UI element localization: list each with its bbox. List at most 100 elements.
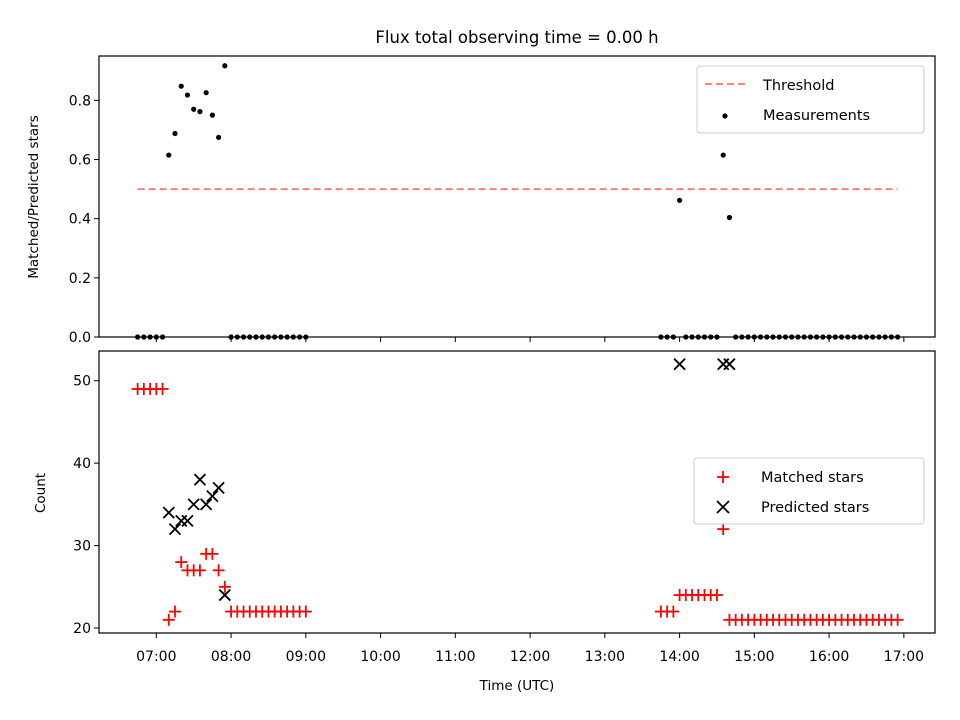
x-tick-label: 15:00: [734, 649, 774, 665]
x-tick-label: 17:00: [884, 649, 924, 665]
matched-star-point: [891, 613, 904, 626]
bottom-data-marks: [131, 358, 904, 626]
predicted-star-point: [181, 514, 194, 527]
bottom-y-ticks: 20 30 40 50: [73, 374, 99, 637]
matched-star-point: [717, 523, 730, 536]
top-legend-box: [696, 65, 925, 134]
y-tick-label: 40: [73, 456, 91, 472]
measurement-point: [820, 334, 826, 340]
measurement-point: [664, 334, 670, 340]
top-data-marks: [135, 63, 901, 340]
bottom-legend-box: [693, 457, 925, 525]
x-tick-label: 13:00: [585, 649, 625, 665]
predicted-star-point: [187, 498, 200, 511]
measurement-point: [845, 334, 851, 340]
x-tick-label: 10:00: [360, 649, 400, 665]
measurement-point: [197, 109, 203, 115]
measurement-point: [689, 334, 695, 340]
legend-matched-label: Matched stars: [761, 470, 864, 486]
measurement-point: [203, 90, 209, 96]
measurement-point: [265, 334, 272, 340]
y-tick-label: 0.8: [69, 93, 91, 109]
measurement-point: [888, 334, 894, 340]
y-tick-label: 0.2: [69, 271, 91, 287]
measurement-point: [795, 334, 801, 340]
measurement-point: [184, 92, 191, 98]
measurement-point: [209, 112, 215, 118]
measurement-point: [801, 334, 807, 340]
measurement-point: [153, 334, 159, 340]
measurement-point: [708, 334, 714, 340]
measurement-point: [776, 334, 782, 340]
y-tick-label: 30: [73, 539, 91, 555]
matched-star-point: [169, 605, 181, 618]
matched-star-point: [175, 556, 188, 569]
measurement-point: [826, 334, 832, 340]
measurement-point: [726, 214, 733, 221]
matched-star-point: [667, 605, 680, 618]
predicted-star-point: [218, 588, 231, 602]
y-tick-label: 0.0: [69, 330, 91, 346]
predicted-star-point: [175, 514, 188, 527]
measurement-point: [216, 134, 222, 140]
measurement-point: [159, 334, 166, 340]
bottom-panel: Count Time (UTC) 20 30 40 50 07:00 08:00 09:0…: [33, 350, 936, 694]
measurement-point: [272, 334, 278, 340]
measurement-point: [658, 334, 664, 340]
measurement-point: [745, 334, 751, 340]
matched-star-point: [193, 564, 206, 577]
matched-star-point: [156, 382, 169, 395]
x-tick-label: 07:00: [136, 649, 176, 665]
measurement-point: [284, 334, 290, 340]
bottom-panel-frame: [98, 350, 936, 634]
predicted-star-point: [193, 473, 207, 486]
measurement-point: [807, 334, 814, 340]
top-y-ticks: 0.0 0.2 0.4 0.6 0.8: [69, 93, 99, 346]
measurement-point: [670, 334, 676, 340]
predicted-star-point: [162, 506, 175, 519]
measurement-point: [166, 152, 172, 158]
top-legend: Threshold Measurements: [696, 65, 925, 134]
measurement-point: [303, 334, 309, 340]
top-panel: Matched/Predicted stars 0.00.20.40.60.8 …: [26, 55, 936, 346]
y-tick-label: 50: [73, 374, 91, 390]
top-panel-frame: [98, 55, 936, 338]
matched-star-point: [162, 613, 175, 626]
measurement-point: [234, 334, 240, 340]
measurement-point: [141, 334, 147, 340]
x-tick-label: 09:00: [286, 649, 326, 665]
measurement-point: [191, 106, 197, 112]
measurement-point: [851, 334, 857, 340]
measurement-point: [782, 334, 789, 340]
measurement-point: [857, 334, 863, 340]
measurement-point: [172, 130, 178, 137]
top-y-axis-label: Matched/Predicted stars: [26, 115, 42, 278]
measurement-point: [733, 334, 739, 340]
matched-star-point: [212, 564, 225, 577]
measurement-point: [751, 334, 757, 340]
predicted-star-point: [723, 358, 736, 371]
measurement-point: [247, 334, 253, 340]
matched-star-point: [206, 547, 219, 560]
measurement-point: [253, 334, 259, 340]
measurement-point: [814, 334, 820, 340]
measurement-point: [259, 334, 265, 340]
legend-matched-swatch: [717, 471, 729, 483]
predicted-star-point: [673, 358, 686, 371]
x-tick-label: 14:00: [659, 649, 699, 665]
measurement-point: [882, 334, 888, 340]
measurement-point: [832, 334, 838, 340]
measurement-point: [789, 334, 795, 340]
measurement-point: [757, 334, 764, 340]
predicted-star-point: [717, 358, 730, 371]
measurement-point: [701, 334, 708, 340]
y-tick-label: 0.4: [69, 212, 91, 228]
measurement-point: [135, 334, 141, 340]
measurement-point: [695, 334, 701, 340]
measurement-point: [870, 334, 876, 340]
bottom-y-axis-label: Count: [33, 473, 49, 513]
measurement-point: [764, 334, 770, 340]
legend-threshold-label: Threshold: [762, 78, 834, 94]
measurement-point: [290, 334, 296, 340]
x-tick-label: 11:00: [435, 649, 475, 665]
